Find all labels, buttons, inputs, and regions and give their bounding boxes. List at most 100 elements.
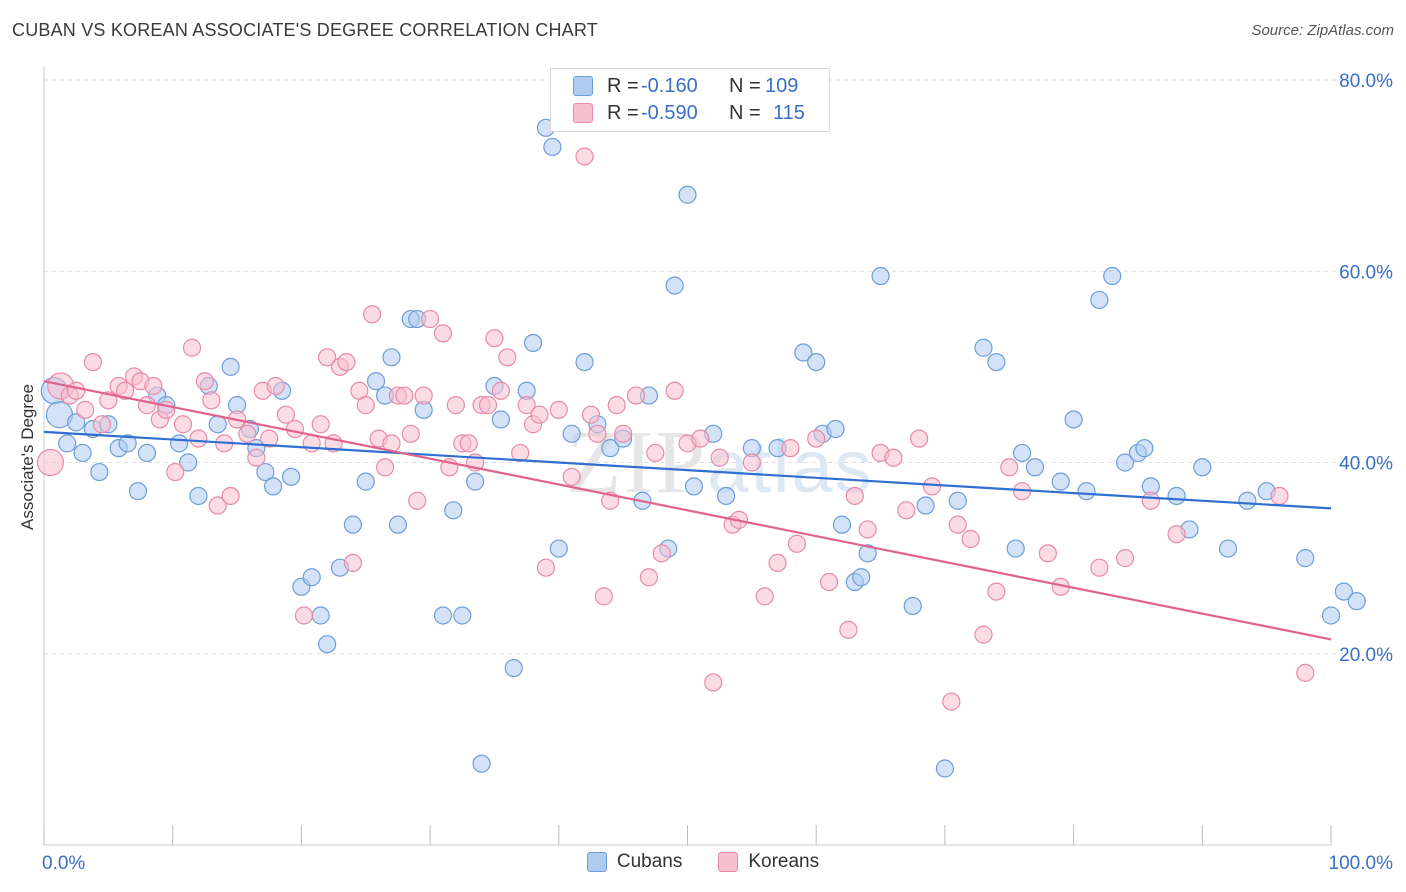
korean-point: [182, 338, 202, 357]
series-legend: Cubans Koreans: [0, 851, 1406, 873]
cuban-point: [916, 496, 935, 515]
legend-row-cubans: R = -0.160 N = 109: [573, 73, 798, 99]
korean-point: [1167, 525, 1186, 544]
korean-point: [987, 582, 1006, 601]
korean-point: [819, 572, 839, 592]
cuban-point: [717, 486, 736, 506]
cuban-point: [826, 419, 845, 439]
cuban-point: [1321, 606, 1341, 625]
correlation-legend: R = -0.160 N = 109 R = -0.590 N = 115: [550, 68, 830, 132]
korean-point: [626, 386, 646, 405]
trend-layer: [43, 380, 1332, 641]
cuban-point: [453, 606, 472, 625]
korean-point: [137, 396, 157, 415]
points-layer: [36, 118, 1366, 778]
korean-point: [948, 515, 967, 534]
legend-r-value: -0.590: [641, 101, 698, 124]
cuban-point: [575, 352, 594, 372]
korean-point: [639, 568, 658, 587]
cuban-point: [388, 515, 408, 534]
korean-point: [1296, 663, 1315, 682]
cuban-point: [444, 501, 463, 520]
korean-point: [897, 501, 916, 520]
korean-point: [337, 352, 356, 372]
korean-point: [166, 462, 185, 482]
korean-point: [421, 309, 440, 329]
cuban-point: [256, 462, 275, 482]
korean-point: [594, 587, 613, 606]
korean-point: [1270, 486, 1289, 506]
legend-n-label: N =: [729, 101, 761, 124]
korean-point: [36, 448, 65, 477]
cuban-point: [1013, 443, 1032, 463]
korean-point: [260, 429, 279, 448]
cuban-point: [382, 348, 401, 367]
korean-point: [588, 424, 607, 443]
korean-point: [414, 386, 433, 405]
korean-point: [395, 386, 414, 405]
korean-point: [92, 415, 112, 434]
cuban-point: [504, 658, 523, 678]
korean-point: [446, 396, 465, 415]
cuban-point: [601, 439, 620, 458]
korean-point: [221, 486, 240, 506]
x-tick-label: 0.0%: [42, 853, 85, 874]
korean-point: [607, 396, 626, 415]
korean-point: [247, 448, 266, 467]
cuban-point: [1051, 472, 1070, 491]
cuban-point: [562, 424, 581, 443]
korean-point: [511, 443, 530, 463]
cuban-point: [1167, 486, 1186, 506]
korean-point: [942, 692, 961, 711]
korean-point: [375, 458, 395, 477]
cubans-legend-icon: [586, 852, 607, 872]
korean-point: [195, 372, 214, 391]
cuban-point: [858, 544, 877, 563]
cuban-point: [90, 462, 109, 482]
cuban-point: [948, 491, 967, 510]
cuban-point: [1006, 539, 1025, 558]
koreans-legend-icon: [718, 852, 739, 872]
korean-point: [845, 486, 864, 506]
korean-point: [652, 544, 671, 563]
korean-point: [318, 348, 337, 367]
cuban-point: [871, 266, 890, 286]
korean-point: [768, 553, 787, 573]
korean-point: [478, 396, 498, 415]
korean-point: [974, 625, 993, 644]
korean-point: [961, 529, 980, 549]
legend-r-label: R =: [607, 74, 639, 97]
korean-point: [884, 448, 903, 467]
cuban-point: [678, 185, 697, 204]
cuban-point: [128, 482, 148, 501]
cuban-point: [356, 472, 375, 491]
cuban-point: [1115, 453, 1135, 472]
korean-point: [285, 419, 305, 439]
legend-item-koreans[interactable]: Koreans: [718, 851, 819, 873]
cuban-point: [263, 477, 283, 496]
cuban-point: [67, 413, 86, 432]
y-tick-label: 40.0%: [1339, 454, 1393, 475]
korean-point: [485, 329, 504, 348]
legend-r-value: -0.160: [641, 74, 698, 97]
korean-point: [356, 396, 375, 415]
chart-source: Source: ZipAtlas.com: [1251, 22, 1394, 39]
cuban-point: [935, 759, 955, 778]
korean-point: [208, 496, 227, 515]
korean-point: [83, 352, 103, 372]
y-axis-label: Associate's Degree: [18, 384, 37, 530]
korean-point: [614, 424, 633, 443]
cuban-point: [491, 410, 510, 429]
legend-item-cubans[interactable]: Cubans: [586, 851, 682, 873]
korean-point: [276, 405, 296, 424]
korean-point: [755, 587, 774, 606]
korean-point: [1115, 549, 1135, 568]
cuban-point: [433, 606, 453, 625]
korean-point: [401, 424, 420, 443]
korean-point: [910, 429, 929, 448]
cuban-point: [1103, 266, 1122, 286]
cuban-point: [466, 472, 485, 491]
cuban-point: [523, 333, 543, 353]
cuban-point: [684, 477, 704, 496]
